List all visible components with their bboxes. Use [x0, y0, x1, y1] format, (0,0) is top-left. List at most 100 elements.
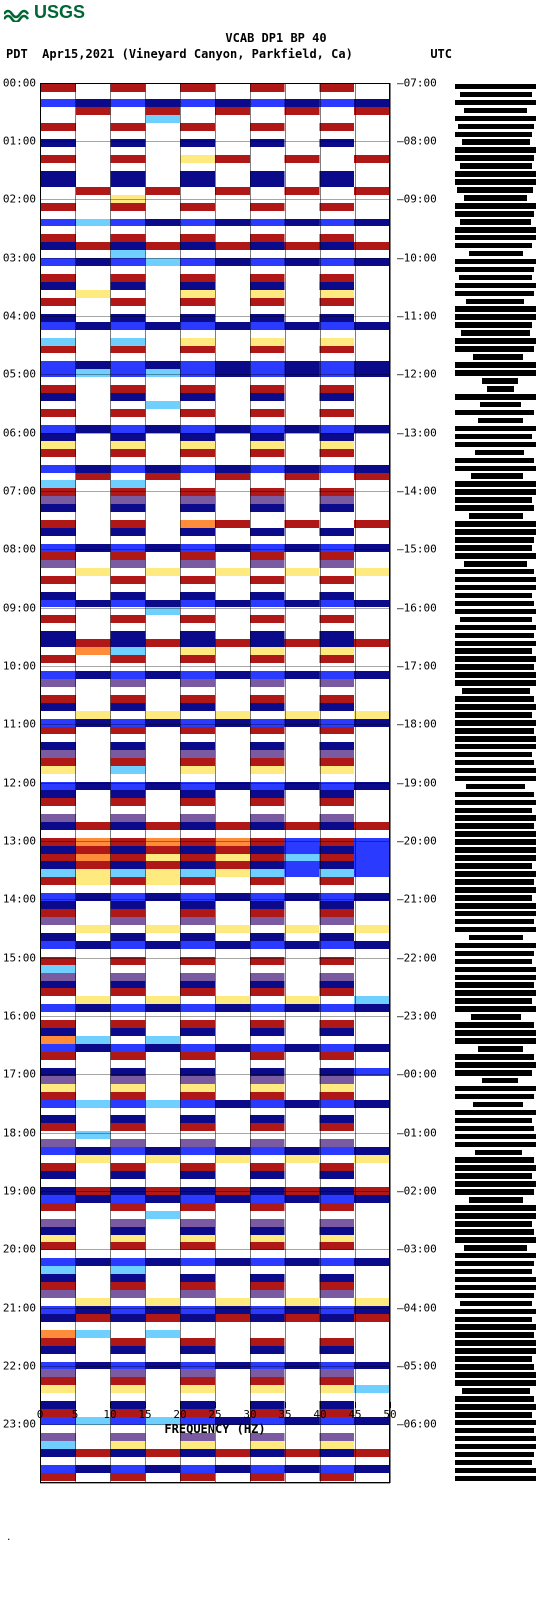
- amplitude-row: [455, 576, 545, 584]
- spectro-row: [41, 441, 389, 449]
- amplitude-row: [455, 1085, 545, 1093]
- amplitude-row: [455, 544, 545, 552]
- spectro-row: [41, 1290, 389, 1298]
- left-hour-label: 17:00: [3, 1068, 36, 1081]
- amplitude-row: [455, 313, 545, 321]
- spectro-row: [41, 211, 389, 219]
- amplitude-row: [455, 488, 545, 496]
- amplitude-row: [455, 743, 545, 751]
- spectro-row: [41, 893, 389, 901]
- x-tick-label: 35: [278, 1408, 291, 1421]
- spectro-row: [41, 1274, 389, 1282]
- chart-title: VCAB DP1 BP 40: [0, 31, 552, 47]
- amplitude-row: [455, 727, 545, 735]
- amplitude-row: [455, 830, 545, 838]
- amplitude-row: [455, 1204, 545, 1212]
- amplitude-row: [455, 226, 545, 234]
- left-hour-label: 03:00: [3, 251, 36, 264]
- left-hour-label: 07:00: [3, 484, 36, 497]
- amplitude-row: [455, 1403, 545, 1411]
- amplitude-row: [455, 130, 545, 138]
- right-hour-label: 12:00: [397, 368, 437, 381]
- amplitude-row: [455, 1053, 545, 1061]
- spectro-row: [41, 600, 389, 608]
- left-hour-label: 22:00: [3, 1359, 36, 1372]
- amplitude-row: [455, 1061, 545, 1069]
- amplitude-row: [455, 934, 545, 942]
- spectro-row: [41, 1163, 389, 1171]
- spectro-row: [41, 1298, 389, 1306]
- amplitude-row: [455, 957, 545, 965]
- amplitude-row: [455, 735, 545, 743]
- amplitude-row: [455, 647, 545, 655]
- right-hour-label: 23:00: [397, 1009, 437, 1022]
- right-hour-label: 18:00: [397, 718, 437, 731]
- amplitude-row: [455, 846, 545, 854]
- amplitude-row: [455, 1355, 545, 1363]
- spectro-row: [41, 719, 389, 727]
- spectro-row: [41, 647, 389, 655]
- spectro-row: [41, 226, 389, 234]
- wave-icon: [4, 4, 30, 22]
- spectro-row: [41, 266, 389, 274]
- left-hour-label: 01:00: [3, 134, 36, 147]
- spectro-row: [41, 798, 389, 806]
- amplitude-row: [455, 218, 545, 226]
- amplitude-row: [455, 1291, 545, 1299]
- amplitude-row: [455, 862, 545, 870]
- left-hour-label: 21:00: [3, 1301, 36, 1314]
- spectro-row: [41, 1171, 389, 1179]
- amplitude-row: [455, 345, 545, 353]
- spectro-row: [41, 703, 389, 711]
- amplitude-row: [455, 1172, 545, 1180]
- spectro-row: [41, 417, 389, 425]
- amplitude-row: [455, 91, 545, 99]
- amplitude-row: [455, 1101, 545, 1109]
- amplitude-row: [455, 1315, 545, 1323]
- amplitude-row: [455, 1347, 545, 1355]
- amplitude-row: [455, 552, 545, 560]
- amplitude-row: [455, 878, 545, 886]
- amplitude-row: [455, 790, 545, 798]
- amplitude-row: [455, 536, 545, 544]
- right-hour-label: 08:00: [397, 134, 437, 147]
- left-hour-label: 00:00: [3, 76, 36, 89]
- left-hour-label: 11:00: [3, 718, 36, 731]
- amplitude-row: [455, 870, 545, 878]
- spectro-row: [41, 941, 389, 949]
- right-hour-label: 10:00: [397, 251, 437, 264]
- amplitude-row: [455, 83, 545, 91]
- amplitude-row: [455, 1196, 545, 1204]
- amplitude-row: [455, 337, 545, 345]
- spectro-row: [41, 615, 389, 623]
- x-axis: FREQUENCY (HZ) 05101520253035404550: [40, 1402, 390, 1442]
- spectro-row: [41, 1084, 389, 1092]
- spectro-row: [41, 854, 389, 862]
- spectro-row: [41, 552, 389, 560]
- left-hour-label: 04:00: [3, 309, 36, 322]
- spectro-row: [41, 107, 389, 115]
- spectro-row: [41, 449, 389, 457]
- amplitude-row: [455, 114, 545, 122]
- spectro-row: [41, 1020, 389, 1028]
- left-hour-label: 15:00: [3, 951, 36, 964]
- amplitude-row: [455, 997, 545, 1005]
- spectro-row: [41, 592, 389, 600]
- spectro-row: [41, 1322, 389, 1330]
- amplitude-row: [455, 472, 545, 480]
- amplitude-row: [455, 926, 545, 934]
- spectro-row: [41, 1465, 389, 1473]
- amplitude-row: [455, 608, 545, 616]
- spectro-row: [41, 171, 389, 179]
- amplitude-row: [455, 719, 545, 727]
- amplitude-row: [455, 949, 545, 957]
- amplitude-row: [455, 1307, 545, 1315]
- spectro-row: [41, 1338, 389, 1346]
- spectro-row: [41, 806, 389, 814]
- amplitude-row: [455, 886, 545, 894]
- spectro-row: [41, 988, 389, 996]
- x-tick-label: 15: [138, 1408, 151, 1421]
- spectro-row: [41, 742, 389, 750]
- spectro-row: [41, 671, 389, 679]
- amplitude-row: [455, 592, 545, 600]
